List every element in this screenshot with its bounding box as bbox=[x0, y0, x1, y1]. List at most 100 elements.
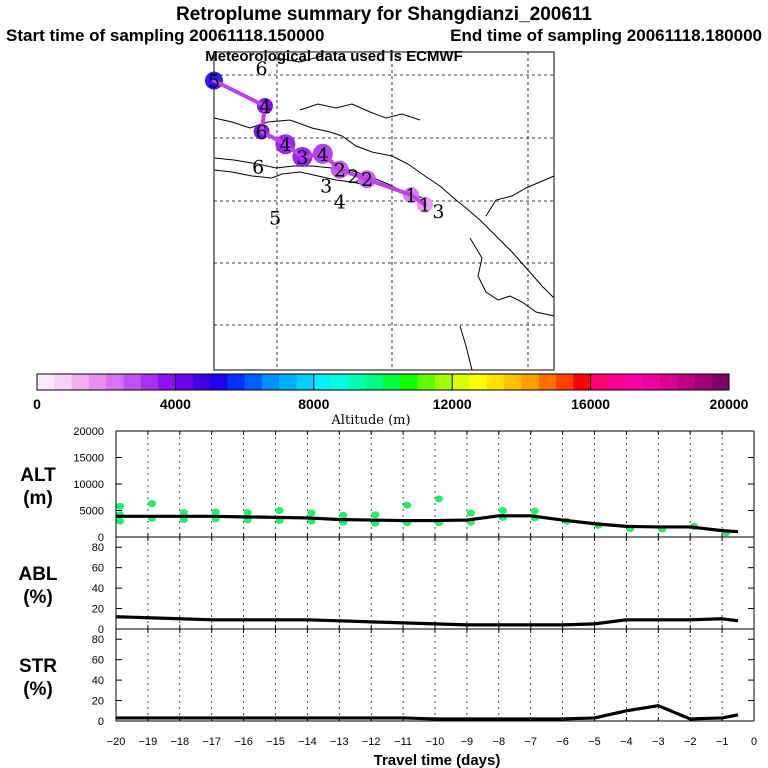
colorbar-cell bbox=[642, 374, 661, 390]
colorbar-tick-label: 0 bbox=[33, 396, 41, 412]
plume-marker-label: 3 bbox=[432, 201, 444, 223]
colorbar-cell bbox=[573, 374, 592, 390]
x-tick-label: −3 bbox=[652, 736, 665, 748]
colorbar-cell bbox=[192, 374, 211, 390]
trajectory-point-label: 4 bbox=[259, 96, 271, 118]
altitude-sample-point bbox=[243, 509, 252, 517]
trajectory-point-label: 1 bbox=[419, 195, 431, 217]
colorbar-cell bbox=[123, 374, 142, 390]
altitude-sample-point bbox=[339, 511, 348, 519]
y-tick-label: 80 bbox=[92, 634, 104, 646]
trajectory-track bbox=[212, 78, 427, 207]
plume-marker-label: 4 bbox=[334, 191, 346, 213]
trajectory-point-label: 4 bbox=[279, 134, 291, 156]
y-tick-label: 5000 bbox=[80, 506, 104, 518]
y-tick-label: 60 bbox=[92, 563, 104, 575]
altitude-sample-point bbox=[371, 511, 380, 519]
map-gridlines bbox=[214, 52, 554, 370]
y-tick-label: 20000 bbox=[73, 426, 104, 438]
x-tick-label: −4 bbox=[620, 736, 633, 748]
x-axis-label: Travel time (days) bbox=[374, 752, 501, 768]
plume-marker-label: 3 bbox=[320, 176, 332, 198]
panel-ylabel: ALT bbox=[20, 465, 56, 486]
coastlines bbox=[213, 55, 555, 371]
x-tick-label: −2 bbox=[684, 736, 697, 748]
colorbar-cell bbox=[331, 374, 349, 390]
colorbar-cell bbox=[486, 374, 505, 390]
colorbar-cell bbox=[556, 374, 574, 390]
end-sampling-label: End time of sampling 20061118.180000 bbox=[450, 26, 762, 45]
colorbar-cell bbox=[659, 374, 678, 390]
x-tick-label: −12 bbox=[362, 736, 381, 748]
plume-marker-label: 5 bbox=[269, 207, 281, 229]
colorbar-tick-label: 16000 bbox=[571, 396, 610, 412]
colorbar-cell bbox=[538, 374, 557, 390]
altitude-sample-point bbox=[211, 508, 220, 516]
y-tick-label: 0 bbox=[98, 532, 104, 544]
colorbar-cell bbox=[417, 374, 436, 390]
panel-frame bbox=[115, 628, 755, 722]
y-tick-label: 20 bbox=[92, 696, 104, 708]
altitude-sample-point bbox=[116, 517, 124, 525]
x-tick-label: −5 bbox=[588, 736, 601, 748]
y-tick-label: 0 bbox=[98, 624, 104, 636]
y-tick-label: 80 bbox=[92, 542, 104, 554]
x-tick-label: −18 bbox=[170, 736, 189, 748]
altitude-sample-point bbox=[179, 509, 188, 517]
colorbar-cell bbox=[625, 374, 643, 390]
figure-title: Retroplume summary for Shangdianzi_20061… bbox=[176, 4, 592, 25]
trajectory-point-label: 5 bbox=[208, 71, 220, 93]
x-tick-label: 0 bbox=[751, 736, 757, 748]
colorbar-cell bbox=[244, 374, 263, 390]
colorbar-cells bbox=[37, 374, 730, 390]
colorbar-tick-label: 4000 bbox=[160, 396, 191, 412]
alt-panel: 0 5000 10000 15000 20000 ALT(m) bbox=[20, 426, 755, 544]
trajectory-point-label: 1 bbox=[405, 185, 417, 207]
colorbar-cell bbox=[590, 374, 609, 390]
colorbar-cell bbox=[400, 374, 419, 390]
colorbar-ticks: 0 4000 8000 12000 16000 20000 bbox=[33, 374, 749, 412]
str-series-line bbox=[116, 704, 739, 721]
colorbar-cell bbox=[106, 374, 124, 390]
colorbar-label: Altitude (m) bbox=[330, 413, 410, 428]
met-data-label: Meteorological data used is ECMWF bbox=[205, 48, 463, 65]
colorbar-cell bbox=[607, 374, 626, 390]
colorbar-cell bbox=[694, 374, 713, 390]
colorbar-cell bbox=[88, 374, 107, 390]
panel-yunit: (m) bbox=[23, 488, 53, 509]
x-tick-label: −14 bbox=[298, 736, 317, 748]
colorbar-cell bbox=[37, 374, 55, 390]
str-panel: 0 20 40 60 80 STR(%) bbox=[19, 628, 755, 728]
altitude-colorbar: 0 4000 8000 12000 16000 20000 Altitude (m) bbox=[33, 373, 749, 428]
colorbar-cell bbox=[175, 374, 194, 390]
x-tick-label: −6 bbox=[556, 736, 569, 748]
x-tick-label: −9 bbox=[461, 736, 474, 748]
panel-yunit: (%) bbox=[23, 587, 53, 608]
colorbar-cell bbox=[434, 374, 453, 390]
altitude-sample-point bbox=[530, 507, 539, 515]
plume-marker-label: 6 bbox=[252, 156, 264, 178]
trajectory-point-label: 2 bbox=[361, 169, 373, 191]
x-tick-label: −7 bbox=[524, 736, 537, 748]
panel-yunit: (%) bbox=[23, 679, 53, 700]
panel-ylabel: ABL bbox=[18, 564, 57, 585]
x-tick-label: −16 bbox=[234, 736, 253, 748]
x-tick-label: −8 bbox=[493, 736, 506, 748]
x-tick-label: −20 bbox=[107, 736, 126, 748]
colorbar-cell bbox=[521, 374, 540, 390]
altitude-sample-point bbox=[147, 500, 156, 508]
colorbar-cell bbox=[279, 374, 297, 390]
y-tick-label: 40 bbox=[92, 675, 104, 687]
abl-series-line bbox=[115, 615, 739, 627]
altitude-sample-point bbox=[435, 495, 443, 503]
x-tick-label: −10 bbox=[426, 736, 445, 748]
colorbar-cell bbox=[313, 374, 332, 390]
y-tick-label: 0 bbox=[98, 716, 104, 728]
colorbar-cell bbox=[261, 374, 280, 390]
altitude-sample-point bbox=[275, 507, 284, 514]
x-tick-label: −19 bbox=[139, 736, 158, 748]
trajectory-point-label: 2 bbox=[334, 160, 346, 182]
x-tick-label: −11 bbox=[394, 736, 412, 748]
